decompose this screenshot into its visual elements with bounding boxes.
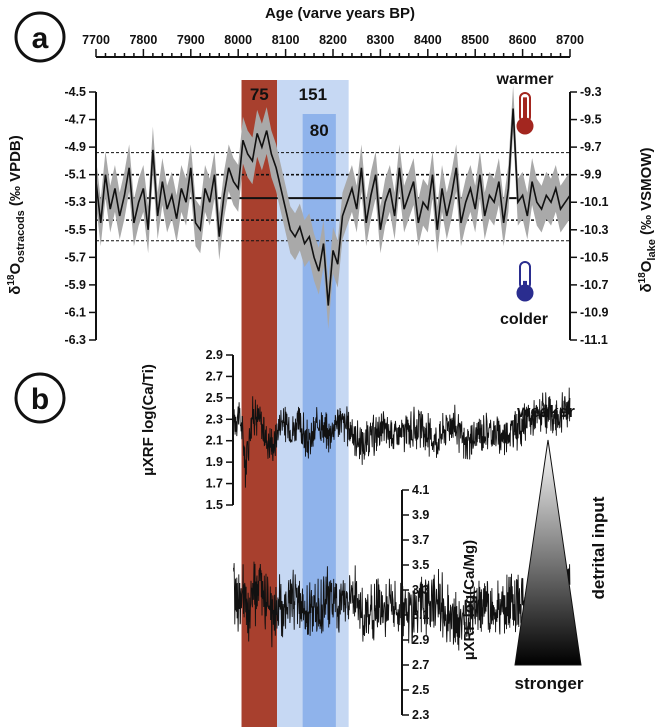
tick-label: 1.7 — [206, 477, 223, 491]
detrital-wedge — [514, 439, 582, 666]
ca-ti-axis: 2.9 2.7 2.5 2.3 2.1 1.9 1.7 1.5 — [206, 348, 234, 512]
tick-label: 2.3 — [206, 412, 223, 426]
left-tick-label: -5.1 — [64, 168, 86, 182]
tick-label: 3.1 — [412, 608, 429, 622]
tick-label: 2.5 — [412, 683, 429, 697]
ca-mg-axis: 4.1 3.9 3.7 3.5 3.3 3.1 2.9 2.7 2.5 2.3 — [401, 483, 429, 722]
d18o-series-line — [95, 108, 571, 306]
age-tick-label: 8600 — [509, 33, 537, 47]
left-tick-label: -5.5 — [64, 223, 86, 237]
tick-label: 2.7 — [206, 369, 223, 383]
age-tick-label: 7900 — [177, 33, 205, 47]
thermometer-level — [523, 280, 527, 293]
age-tick-label: 8700 — [556, 33, 584, 47]
ca-mg-axis-title: µXRF log(Ca/Mg) — [461, 540, 478, 660]
ca-ti-axis-title: µXRF log(Ca/Ti) — [140, 364, 157, 476]
right-tick-label: -10.7 — [580, 278, 609, 292]
band-label-75: 75 — [250, 85, 269, 104]
right-tick-label: -9.9 — [580, 168, 602, 182]
age-tick-label: 8100 — [272, 33, 300, 47]
right-tick-label: -9.3 — [580, 85, 602, 99]
warmer-label: warmer — [496, 71, 554, 88]
right-tick-label: -9.7 — [580, 140, 602, 154]
right-axis-title: δ18Olake (‰ VSMOW) — [637, 148, 658, 293]
tick-label: 2.9 — [206, 348, 223, 362]
band-label-151: 151 — [299, 85, 327, 104]
detrital-input-label: detrital input — [589, 496, 608, 599]
tick-label: 3.3 — [412, 583, 429, 597]
panel-b-circle — [14, 372, 66, 424]
left-tick-label: -5.3 — [64, 195, 86, 209]
right-tick-label: -11.1 — [580, 333, 608, 347]
age-tick-label: 7800 — [129, 33, 157, 47]
age-tick-label: 8300 — [366, 33, 394, 47]
interval-bands — [241, 80, 349, 727]
age-tick-label: 8000 — [224, 33, 252, 47]
weaker-label: weaker — [516, 402, 575, 421]
tick-label: 2.9 — [412, 633, 429, 647]
tick-label: 3.9 — [412, 508, 429, 522]
right-tick-label: -9.5 — [580, 113, 602, 127]
age-axis-title: Age (varve years BP) — [265, 5, 415, 22]
age-tick-label: 8400 — [414, 33, 442, 47]
tick-label: 3.7 — [412, 533, 429, 547]
right-tick-label: -10.3 — [580, 223, 609, 237]
age-tick-label: 8500 — [461, 33, 489, 47]
panel-b-plot: 2.9 2.7 2.5 2.3 2.1 1.9 1.7 1.5 4.1 3.9 3.7 3.5 3.3… — [206, 348, 571, 722]
panel-b-label: b — [31, 383, 49, 416]
left-tick-label: -5.9 — [64, 278, 86, 292]
age-tick-label: 8200 — [319, 33, 347, 47]
age-axis: 7700 7800 7900 8000 8100 8200 8300 8400 8500 8600… — [82, 33, 584, 58]
right-tick-label: -10.1 — [580, 195, 609, 209]
left-axis-title: δ18Oostracods (‰ VPDB) — [6, 135, 27, 294]
tick-label: 2.7 — [412, 658, 429, 672]
left-tick-label: -4.5 — [64, 85, 86, 99]
tick-label: 4.1 — [412, 483, 429, 497]
ca-ti-series-line — [233, 387, 571, 488]
right-tick-label: -10.5 — [580, 250, 609, 264]
tick-label: 2.3 — [412, 708, 429, 722]
left-tick-label: -4.9 — [64, 140, 86, 154]
left-tick-label: -6.1 — [64, 305, 86, 319]
left-tick-label: -6.3 — [64, 333, 86, 347]
tick-label: 1.9 — [206, 455, 223, 469]
stronger-label: stronger — [515, 674, 584, 693]
tick-label: 2.5 — [206, 391, 223, 405]
tick-label: 1.5 — [206, 498, 223, 512]
age-tick-label: 7700 — [82, 33, 110, 47]
right-tick-label: -10.9 — [580, 305, 609, 319]
right-y-axis: -9.3 -9.5 -9.7 -9.9 -10.1 -10.3 -10.5 -10.7 -10.… — [569, 85, 609, 347]
band-label-80: 80 — [310, 121, 329, 140]
thermometer-warm-icon — [516, 92, 534, 135]
left-tick-label: -5.7 — [64, 250, 86, 264]
tick-label: 3.5 — [412, 558, 429, 572]
colder-label: colder — [500, 311, 548, 328]
thermometer-cold-icon — [516, 261, 534, 302]
left-y-axis: -4.5 -4.7 -4.9 -5.1 -5.3 -5.5 -5.7 -5.9 -6.1 -6.3 — [64, 85, 97, 347]
tick-label: 2.1 — [206, 434, 223, 448]
panel-a-label: a — [32, 22, 49, 55]
panel-b-letter-group: b — [14, 372, 66, 424]
left-tick-label: -4.7 — [64, 113, 86, 127]
panel-a-plot: -4.5 -4.7 -4.9 -5.1 -5.3 -5.5 -5.7 -5.9 -6.1 -6.3… — [64, 85, 608, 347]
panel-a-letter-group: a — [14, 11, 66, 63]
panel-a-circle — [14, 11, 66, 63]
thermometer-level — [523, 97, 527, 126]
